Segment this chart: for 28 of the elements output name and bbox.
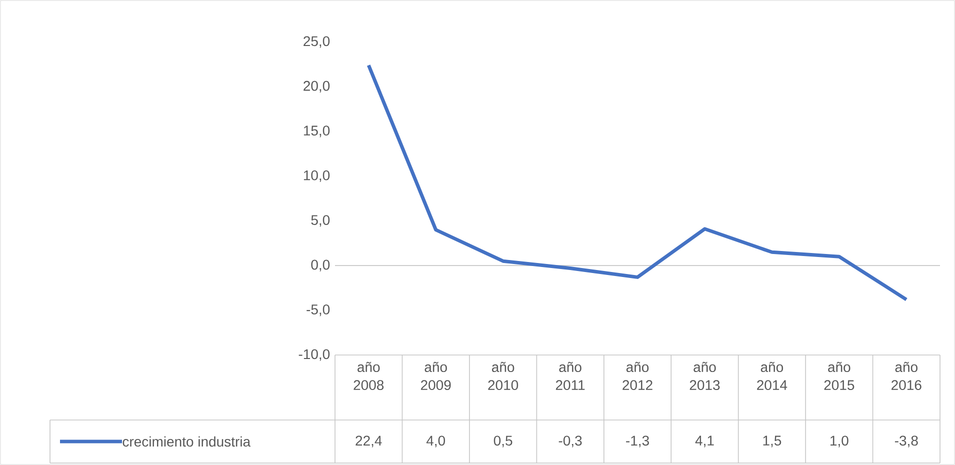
data-label: 0,5 <box>494 436 512 448</box>
y-tick-label: 5,0 <box>311 215 330 227</box>
y-tick-label: 10,0 <box>304 170 330 182</box>
data-label: 1,0 <box>830 436 848 448</box>
x-tick-label: año 2015 <box>824 362 854 390</box>
line-series <box>366 64 908 302</box>
y-tick-label: 15,0 <box>304 126 330 138</box>
x-tick-label: año 2009 <box>420 362 451 390</box>
y-tick-label: 20,0 <box>304 80 330 92</box>
x-tick-label: año 2011 <box>556 362 585 390</box>
x-tick-label: año 2008 <box>354 362 384 390</box>
x-tick-label: año 2012 <box>622 362 652 390</box>
x-tick-label: año 2010 <box>488 362 518 390</box>
y-tick-label: 0,0 <box>311 260 330 272</box>
x-tick-label: año 2014 <box>757 362 788 390</box>
x-tick-label: año 2013 <box>690 362 720 390</box>
data-label: -3,8 <box>894 436 918 448</box>
data-label: 4,1 <box>695 436 714 448</box>
legend-label: crecimiento industria <box>122 436 251 447</box>
data-label: -1,3 <box>626 436 649 448</box>
data-label: -0,3 <box>558 436 582 448</box>
x-tick-label: año 2016 <box>892 362 922 390</box>
data-label: 4,0 <box>426 436 446 448</box>
y-tick-label: 25,0 <box>304 36 330 48</box>
data-label: 22,4 <box>356 436 382 448</box>
y-tick-label: -10,0 <box>298 349 330 361</box>
y-tick-label: -5,0 <box>306 304 330 316</box>
data-label: 1,5 <box>763 436 782 448</box>
